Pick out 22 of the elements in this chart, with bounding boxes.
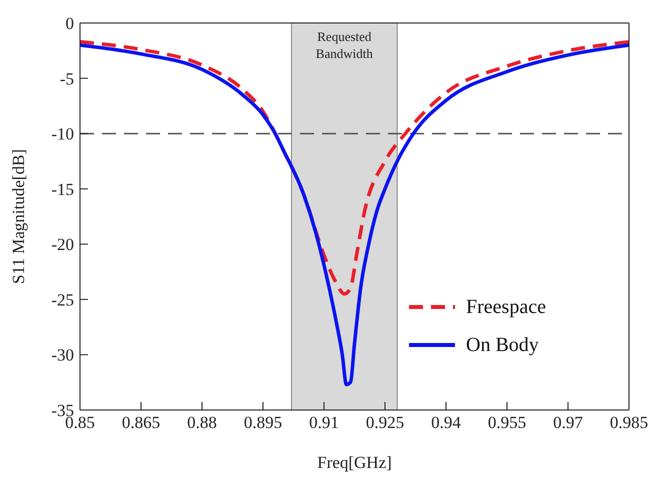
legend-label: On Body bbox=[466, 333, 539, 358]
x-tick-label: 0.88 bbox=[187, 413, 217, 432]
x-tick-label: 0.985 bbox=[610, 413, 648, 432]
y-tick-label: -20 bbox=[51, 235, 74, 254]
y-axis-title: S11 Magnitude[dB] bbox=[9, 149, 28, 284]
x-tick-label: 0.895 bbox=[244, 413, 282, 432]
band-label: Requested Bandwidth bbox=[316, 29, 374, 61]
x-tick-label: 0.91 bbox=[309, 413, 339, 432]
x-axis-title: Freq[GHz] bbox=[317, 453, 392, 472]
y-tick-label: 0 bbox=[66, 14, 74, 34]
y-tick-label: -25 bbox=[51, 290, 74, 310]
line-series bbox=[80, 43, 629, 386]
x-tick-label: 0.925 bbox=[366, 413, 404, 432]
y-tick-label: -5 bbox=[60, 69, 74, 88]
y-tick-label: -15 bbox=[51, 180, 74, 199]
x-tick-label: 0.97 bbox=[553, 413, 584, 432]
x-tick-label: 0.94 bbox=[431, 413, 462, 432]
x-tick-label: 0.955 bbox=[488, 413, 526, 432]
x-tick-label: 0.865 bbox=[122, 413, 160, 432]
y-tick-label: -30 bbox=[51, 346, 74, 365]
y-tick-label: -10 bbox=[51, 124, 74, 144]
legend-label: Freespace bbox=[466, 295, 546, 320]
